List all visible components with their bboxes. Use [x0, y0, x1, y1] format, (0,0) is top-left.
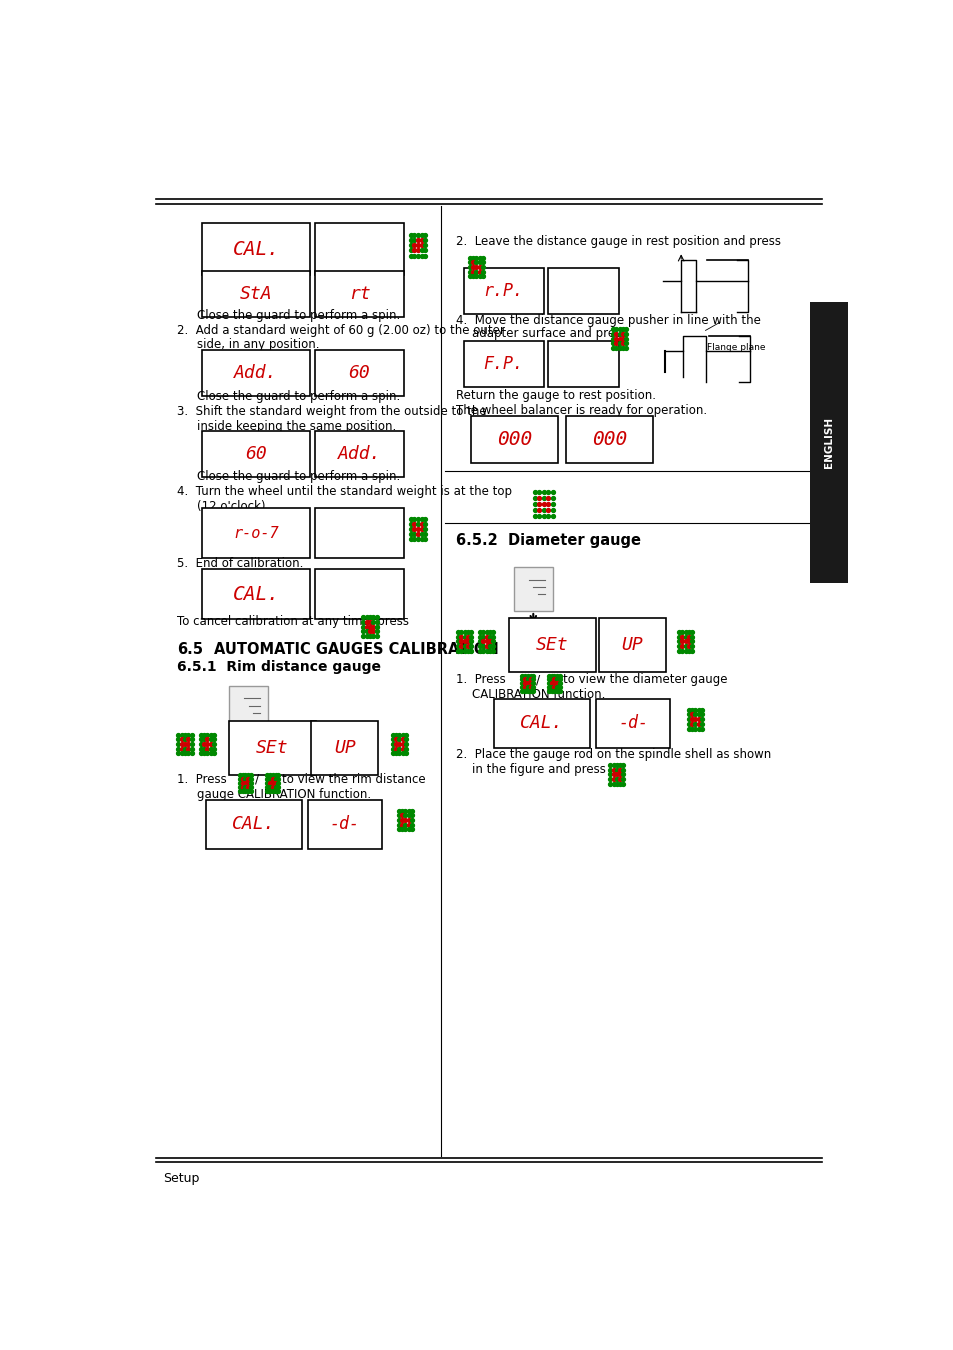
- FancyBboxPatch shape: [548, 340, 618, 386]
- Text: UP: UP: [334, 740, 355, 757]
- FancyBboxPatch shape: [229, 686, 268, 729]
- FancyBboxPatch shape: [514, 567, 552, 612]
- Text: r.P.: r.P.: [483, 282, 523, 300]
- Text: to view the rim distance: to view the rim distance: [282, 774, 425, 786]
- Text: 6.5.1  Rim distance gauge: 6.5.1 Rim distance gauge: [176, 660, 380, 674]
- Text: Close the guard to perform a spin.: Close the guard to perform a spin.: [196, 470, 399, 483]
- Text: Return the gauge to rest position.: Return the gauge to rest position.: [456, 389, 655, 402]
- Text: The wheel balancer is ready for operation.: The wheel balancer is ready for operatio…: [456, 404, 706, 417]
- Text: F.P.: F.P.: [483, 355, 523, 373]
- Text: CAL.: CAL.: [520, 714, 563, 732]
- FancyBboxPatch shape: [311, 721, 377, 775]
- Text: gauge CALIBRATION function.: gauge CALIBRATION function.: [196, 787, 371, 801]
- FancyBboxPatch shape: [314, 350, 403, 397]
- Text: 2.  Place the gauge rod on the spindle shell as shown: 2. Place the gauge rod on the spindle sh…: [456, 748, 770, 761]
- FancyBboxPatch shape: [565, 416, 653, 463]
- FancyBboxPatch shape: [308, 799, 381, 849]
- Text: To cancel calibration at any time, press: To cancel calibration at any time, press: [176, 616, 409, 628]
- Text: CAL.: CAL.: [232, 815, 275, 833]
- FancyBboxPatch shape: [508, 618, 596, 672]
- Text: Setup: Setup: [164, 1172, 200, 1185]
- FancyBboxPatch shape: [202, 350, 310, 397]
- Text: Flange plane: Flange plane: [706, 343, 764, 351]
- Text: side, in any position.: side, in any position.: [196, 339, 319, 351]
- Text: SEt: SEt: [536, 636, 568, 655]
- Text: CAL.: CAL.: [233, 240, 279, 259]
- Text: Add.: Add.: [234, 364, 277, 382]
- FancyBboxPatch shape: [596, 699, 669, 748]
- FancyBboxPatch shape: [463, 269, 543, 313]
- Text: 6.5: 6.5: [176, 643, 203, 657]
- Text: ENGLISH: ENGLISH: [823, 417, 833, 468]
- Text: 60: 60: [348, 364, 370, 382]
- FancyBboxPatch shape: [494, 699, 590, 748]
- Text: Close the guard to perform a spin.: Close the guard to perform a spin.: [196, 390, 399, 404]
- FancyBboxPatch shape: [229, 721, 315, 775]
- Text: 1.  Press: 1. Press: [456, 674, 505, 686]
- Text: UP: UP: [620, 636, 642, 655]
- FancyBboxPatch shape: [314, 431, 403, 478]
- Text: (12 o'clock).: (12 o'clock).: [196, 500, 269, 513]
- FancyBboxPatch shape: [202, 431, 310, 478]
- Text: Add.: Add.: [337, 446, 381, 463]
- Text: 5.  End of calibration.: 5. End of calibration.: [176, 556, 303, 570]
- FancyBboxPatch shape: [598, 618, 665, 672]
- FancyBboxPatch shape: [314, 270, 403, 317]
- Text: AUTOMATIC GAUGES CALIBRATION: AUTOMATIC GAUGES CALIBRATION: [213, 643, 498, 657]
- FancyBboxPatch shape: [314, 570, 403, 620]
- Text: 2.  Leave the distance gauge in rest position and press: 2. Leave the distance gauge in rest posi…: [456, 235, 780, 247]
- Text: 3.  Shift the standard weight from the outside to the: 3. Shift the standard weight from the ou…: [176, 405, 486, 418]
- FancyBboxPatch shape: [471, 416, 558, 463]
- Text: -d-: -d-: [618, 714, 647, 732]
- Text: 2.  Add a standard weight of 60 g (2.00 oz) to the outer: 2. Add a standard weight of 60 g (2.00 o…: [176, 324, 504, 338]
- FancyBboxPatch shape: [548, 269, 618, 313]
- Text: /: /: [254, 774, 258, 786]
- Text: 6.5.2  Diameter gauge: 6.5.2 Diameter gauge: [456, 533, 640, 548]
- Text: 4.  Turn the wheel until the standard weight is at the top: 4. Turn the wheel until the standard wei…: [176, 485, 512, 498]
- Text: -d-: -d-: [330, 815, 359, 833]
- FancyBboxPatch shape: [314, 508, 403, 558]
- Text: adapter surface and press: adapter surface and press: [472, 327, 627, 340]
- Text: in the figure and press: in the figure and press: [472, 763, 605, 775]
- Text: 1.  Press: 1. Press: [176, 774, 227, 786]
- FancyBboxPatch shape: [202, 508, 310, 558]
- Text: 000: 000: [591, 431, 626, 450]
- FancyBboxPatch shape: [206, 799, 301, 849]
- Text: /: /: [536, 674, 540, 686]
- Text: rt: rt: [348, 285, 370, 302]
- Text: StA: StA: [239, 285, 272, 302]
- Text: Close the guard to perform a spin.: Close the guard to perform a spin.: [196, 309, 399, 323]
- FancyBboxPatch shape: [202, 223, 310, 275]
- Text: 60: 60: [245, 446, 267, 463]
- FancyBboxPatch shape: [809, 302, 847, 583]
- Text: inside keeping the same position.: inside keeping the same position.: [196, 420, 395, 432]
- FancyBboxPatch shape: [202, 270, 310, 317]
- FancyBboxPatch shape: [202, 570, 310, 620]
- Text: 000: 000: [497, 431, 532, 450]
- Text: CAL.: CAL.: [233, 585, 279, 603]
- FancyBboxPatch shape: [463, 340, 543, 386]
- Text: 4.  Move the distance gauge pusher in line with the: 4. Move the distance gauge pusher in lin…: [456, 313, 760, 327]
- Text: CALIBRATION function.: CALIBRATION function.: [472, 687, 604, 701]
- Text: SEt: SEt: [255, 740, 289, 757]
- Text: to view the diameter gauge: to view the diameter gauge: [562, 674, 726, 686]
- Text: r-o-7: r-o-7: [233, 525, 278, 540]
- FancyBboxPatch shape: [314, 223, 403, 275]
